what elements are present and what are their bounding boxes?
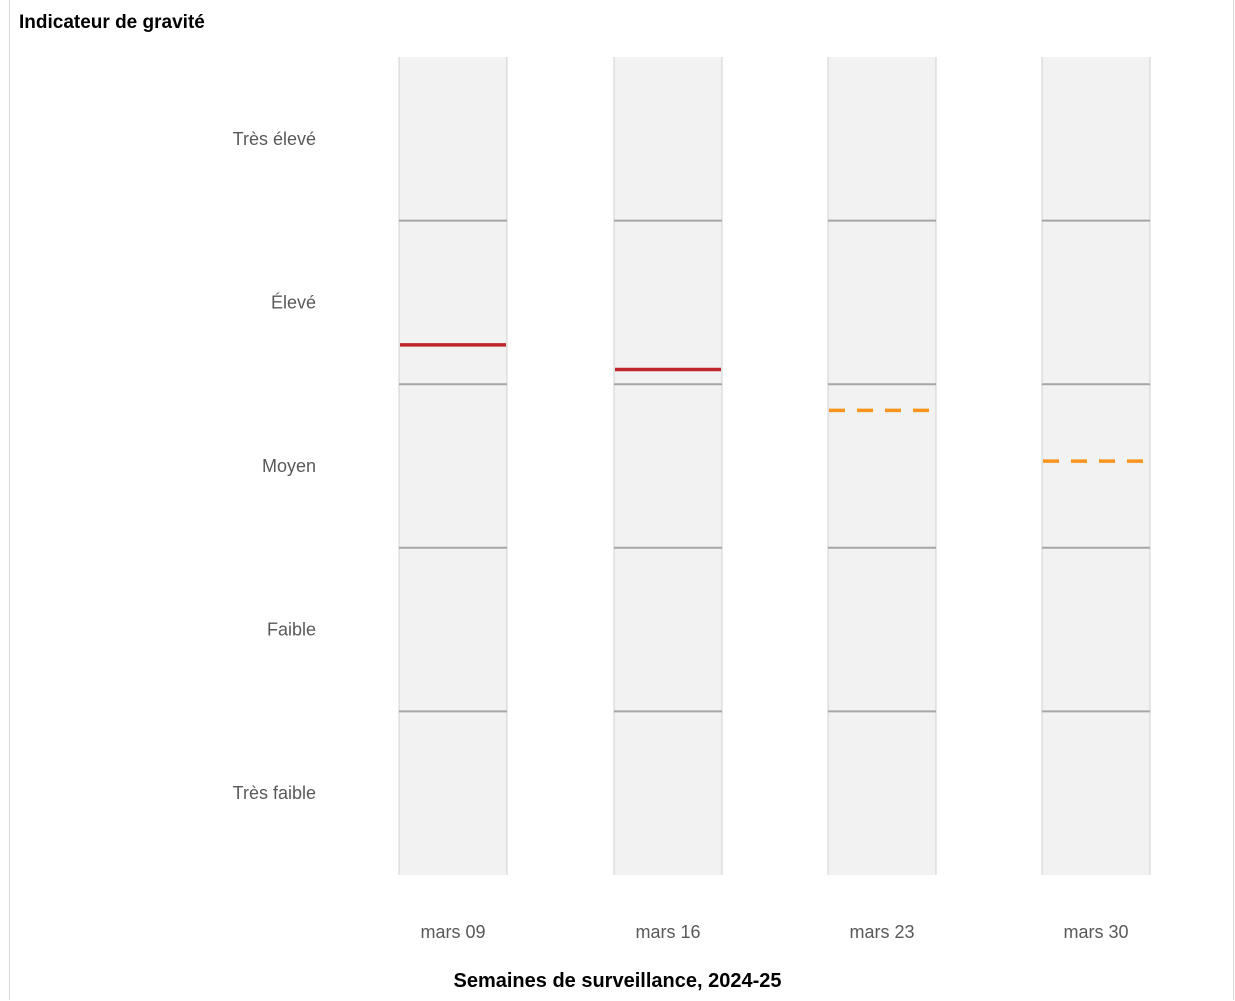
chart-title: Indicateur de gravité [19, 12, 205, 33]
chart-frame [9, 0, 1234, 1000]
week-column [399, 57, 507, 875]
level-label: Très élevé [233, 129, 316, 149]
severity-chart: Très faible Faible Moyen Élevé Très élevé mar… [233, 57, 1151, 942]
week-label: mars 09 [420, 922, 485, 942]
week-column [828, 57, 936, 875]
week-column [614, 57, 722, 875]
week-column [1042, 57, 1150, 875]
week-label: mars 30 [1063, 922, 1128, 942]
level-label: Moyen [262, 456, 316, 476]
week-label: mars 23 [849, 922, 914, 942]
level-label: Élevé [271, 292, 316, 312]
x-axis-title: Semaines de surveillance, 2024-25 [453, 970, 782, 992]
level-label: Faible [267, 620, 316, 640]
week-label: mars 16 [635, 922, 700, 942]
level-label: Très faible [233, 783, 316, 803]
